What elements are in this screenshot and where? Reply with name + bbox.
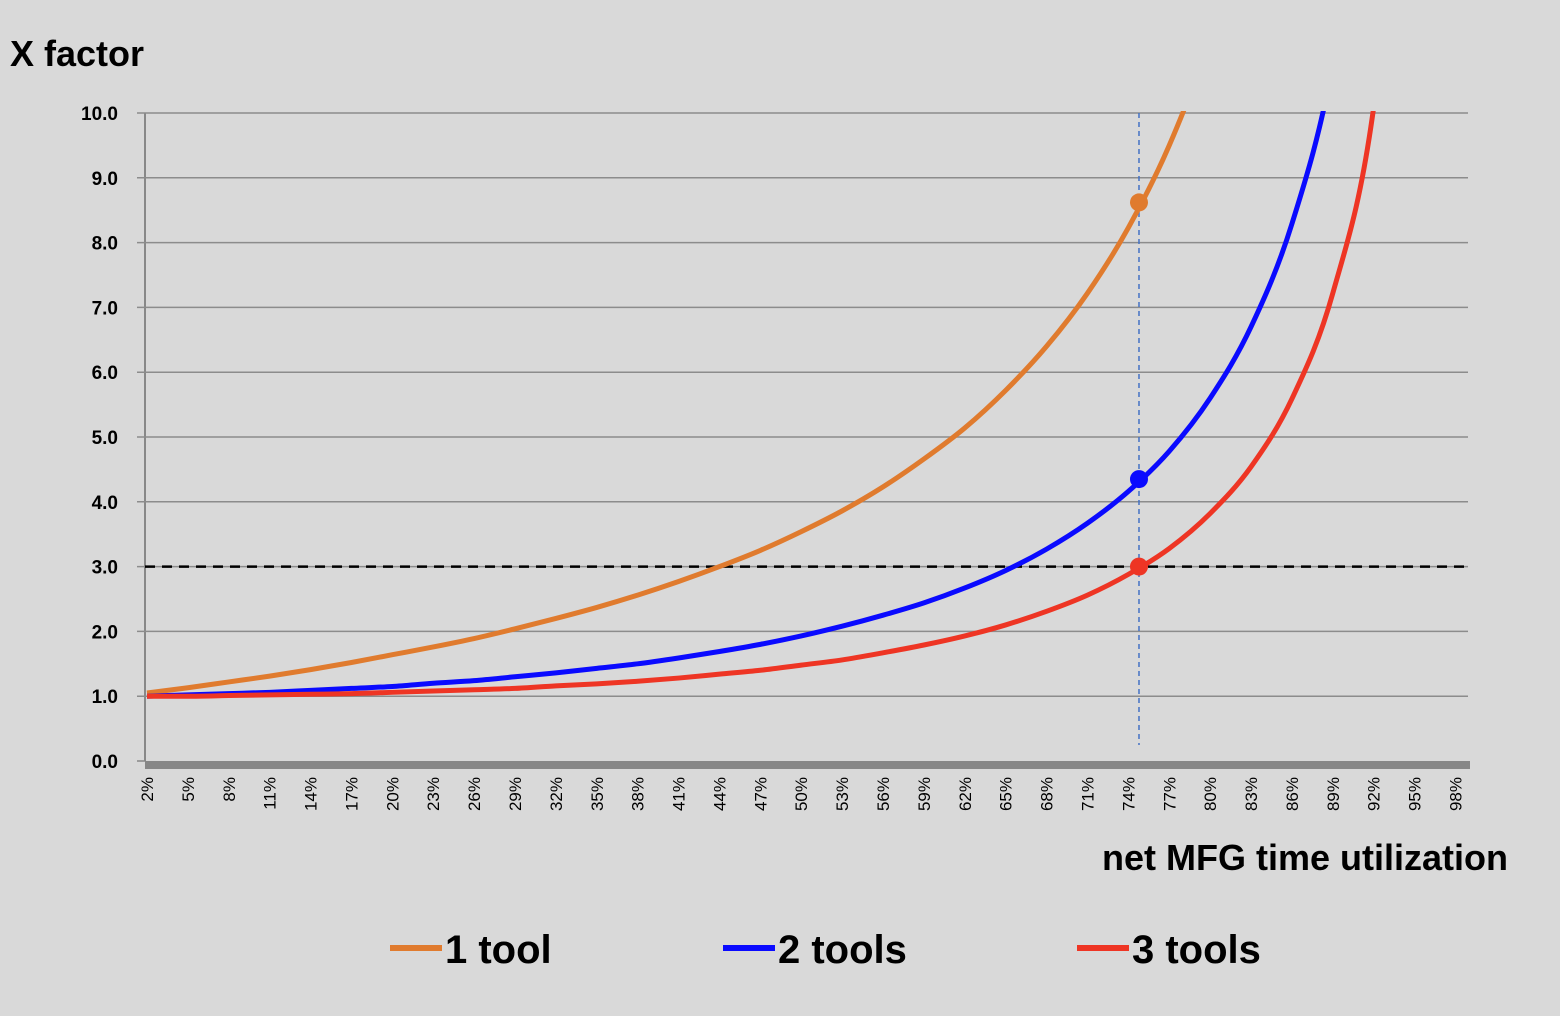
x-tick-label: 83% bbox=[1242, 777, 1261, 811]
series-line-2-tools bbox=[146, 111, 1326, 699]
y-tick-label: 9.0 bbox=[92, 169, 118, 190]
series-lines bbox=[146, 111, 1376, 699]
y-tick-label: 1.0 bbox=[92, 687, 118, 708]
chart-title: X factor bbox=[10, 33, 144, 74]
marker-3-tools bbox=[1129, 557, 1148, 576]
x-tick-label: 47% bbox=[751, 777, 770, 811]
legend-label: 1 tool bbox=[445, 928, 552, 972]
x-tick-label: 29% bbox=[506, 777, 525, 811]
marker-1-tool bbox=[1129, 193, 1148, 212]
series-line-1-tool bbox=[146, 111, 1187, 696]
marker-2-tools bbox=[1129, 470, 1148, 489]
x-tick-label: 53% bbox=[833, 777, 852, 811]
x-tick-label: 68% bbox=[1038, 777, 1057, 811]
x-tick-label: 50% bbox=[792, 777, 811, 811]
y-tick-label: 10.0 bbox=[81, 104, 118, 125]
x-tick-label: 41% bbox=[670, 777, 689, 811]
y-tick-label: 0.0 bbox=[92, 752, 118, 773]
x-tick-label: 86% bbox=[1283, 777, 1302, 811]
x-tick-label: 11% bbox=[261, 777, 280, 810]
markers bbox=[1129, 193, 1148, 576]
y-tick-label: 7.0 bbox=[92, 298, 118, 319]
series-line-3-tools bbox=[147, 111, 1376, 699]
x-tick-label: 89% bbox=[1324, 777, 1343, 811]
x-tick-label: 23% bbox=[424, 777, 443, 811]
y-tick-label: 2.0 bbox=[92, 622, 118, 643]
gridlines bbox=[137, 112, 1470, 769]
x-tick-label: 32% bbox=[547, 777, 566, 811]
legend-label: 2 tools bbox=[778, 928, 907, 972]
x-tick-label: 2% bbox=[138, 777, 157, 802]
y-tick-label: 5.0 bbox=[92, 428, 118, 449]
legend-label: 3 tools bbox=[1132, 928, 1261, 972]
x-tick-label: 35% bbox=[588, 777, 607, 811]
x-tick-label: 65% bbox=[997, 777, 1016, 811]
x-tick-label: 71% bbox=[1078, 777, 1097, 811]
x-tick-label: 92% bbox=[1365, 777, 1384, 811]
x-tick-label: 5% bbox=[179, 777, 198, 802]
y-tick-label: 8.0 bbox=[92, 234, 118, 255]
x-tick-label: 8% bbox=[220, 777, 239, 802]
x-tick-label: 62% bbox=[956, 777, 975, 811]
x-tick-label: 44% bbox=[710, 777, 729, 811]
x-tick-label: 74% bbox=[1119, 777, 1138, 811]
x-tick-label: 20% bbox=[383, 777, 402, 811]
x-axis-label: net MFG time utilization bbox=[1102, 837, 1508, 878]
x-tick-label: 80% bbox=[1201, 777, 1220, 811]
y-tick-label: 6.0 bbox=[92, 363, 118, 384]
x-tick-label: 38% bbox=[629, 777, 648, 811]
reference-lines bbox=[145, 113, 1468, 745]
x-tick-label: 98% bbox=[1446, 777, 1465, 811]
x-axis-line bbox=[145, 761, 1470, 769]
x-axis-ticks: 2% 5% 8% 11% 14% 17% 20% 23% 26% 29% 32% 35% 38% 41% 4… bbox=[138, 777, 1465, 811]
x-tick-label: 14% bbox=[302, 777, 321, 811]
x-tick-label: 56% bbox=[874, 777, 893, 811]
x-tick-label: 59% bbox=[915, 777, 934, 811]
x-tick-label: 95% bbox=[1406, 777, 1425, 811]
y-tick-label: 3.0 bbox=[92, 558, 118, 579]
y-axis-ticks: 0.0 1.0 2.0 3.0 4.0 5.0 6.0 7.0 8.0 9.0 10.0 bbox=[81, 104, 118, 773]
x-tick-label: 17% bbox=[342, 777, 361, 811]
y-tick-label: 4.0 bbox=[92, 493, 118, 514]
legend: 1 tool 2 tools 3 tools bbox=[390, 928, 1261, 972]
x-tick-label: 26% bbox=[465, 777, 484, 811]
x-tick-label: 77% bbox=[1160, 777, 1179, 811]
